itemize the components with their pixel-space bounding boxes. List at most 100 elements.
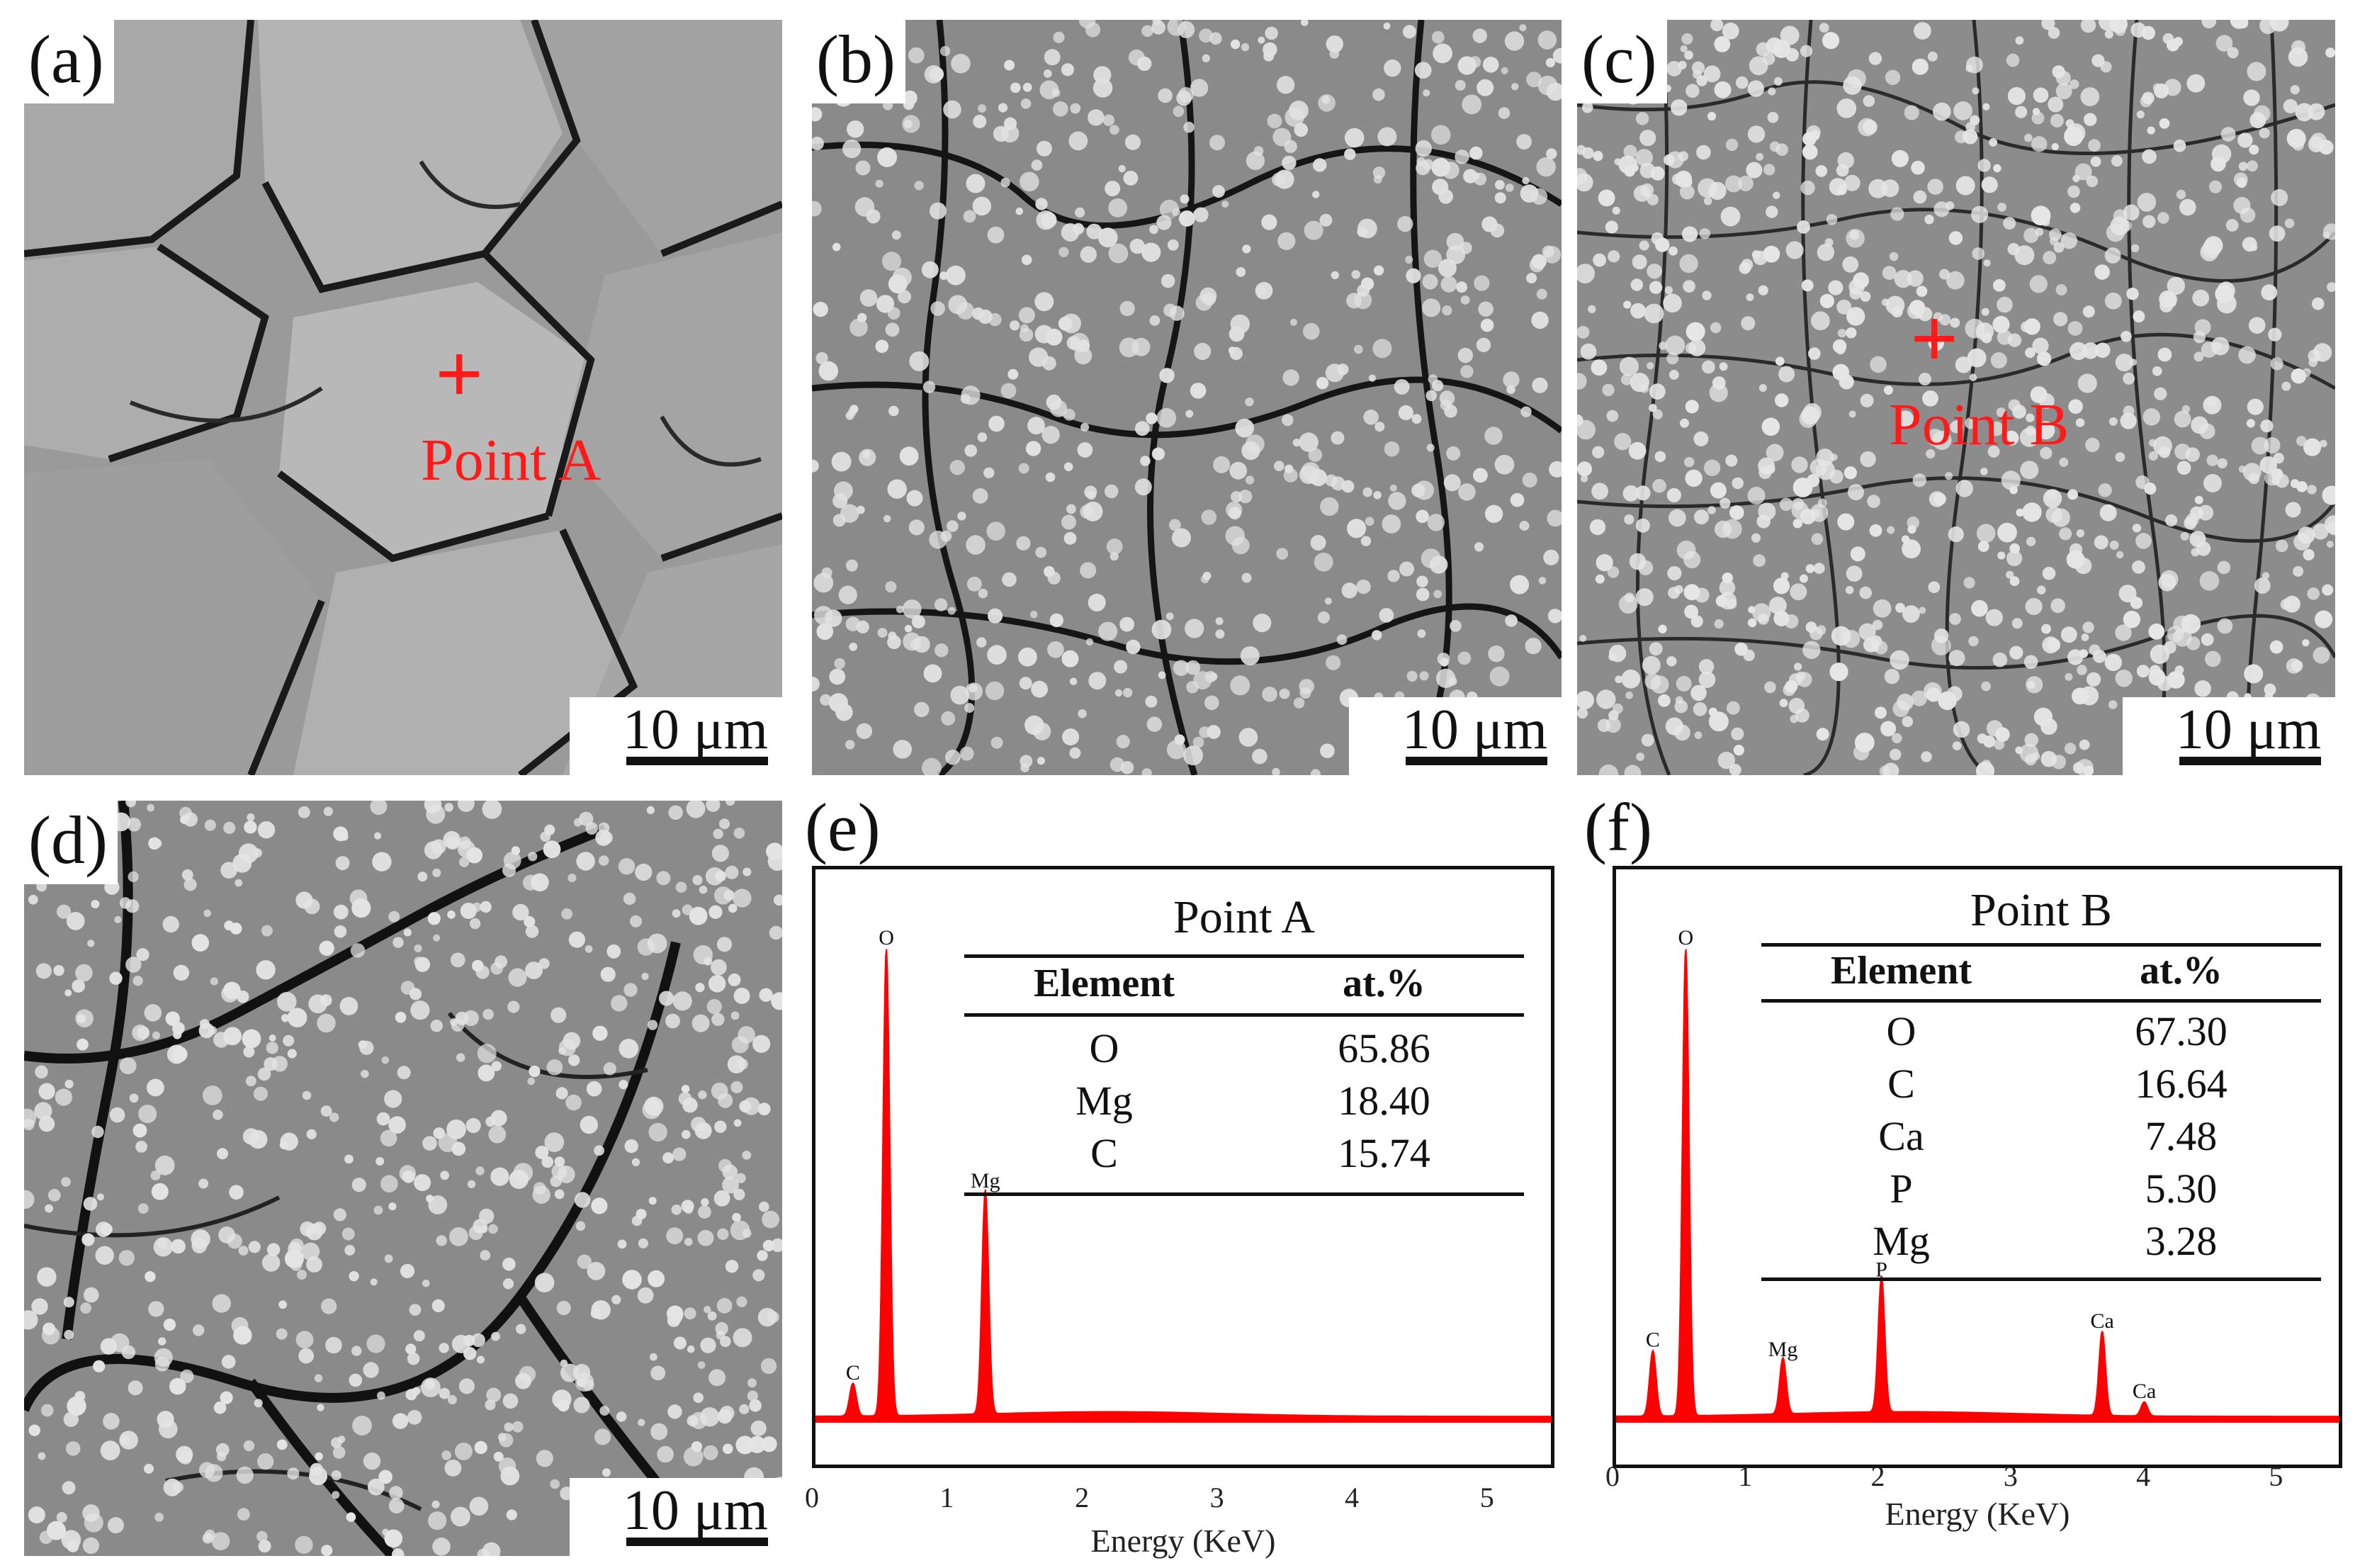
table-title: Point B	[1970, 884, 2112, 936]
table-rule-mid	[964, 1013, 1524, 1017]
scale-text-b: 10 μm	[1401, 699, 1547, 761]
x-tick-label: 0	[805, 1482, 819, 1513]
peak-label: O	[1678, 926, 1693, 949]
cell-atpct: 7.48	[2145, 1113, 2218, 1159]
panel-label-b: (b)	[812, 20, 905, 103]
x-tick-label: 5	[2269, 1460, 2283, 1492]
peak-label: Mg	[1768, 1338, 1798, 1361]
composition-table-point-a: Point A Element at.% O 65.86 Mg 18.40 C 15.74	[964, 891, 1524, 1196]
table-row: Mg 18.40	[964, 1075, 1524, 1127]
table-rule-top	[1761, 943, 2321, 947]
table-rule-bottom	[964, 1192, 1524, 1196]
x-tick-label: 1	[1738, 1460, 1753, 1492]
panel-label-f: (f)	[1584, 789, 1652, 865]
scale-line-b	[1406, 757, 1547, 765]
cell-atpct: 65.86	[1338, 1025, 1430, 1071]
x-tick-label: 5	[1479, 1482, 1494, 1513]
peak-label: Mg	[971, 1169, 1000, 1192]
x-tick-label: 0	[1605, 1460, 1620, 1492]
x-tick-label: 2	[1870, 1460, 1885, 1492]
cell-element: C	[1887, 1061, 1915, 1107]
scale-line-c	[2179, 757, 2321, 765]
cell-atpct: 16.64	[2135, 1061, 2228, 1107]
peak-label: Ca	[2091, 1309, 2114, 1333]
sem-image-a	[24, 20, 782, 775]
table-row: C 15.74	[964, 1127, 1524, 1180]
table-header-row: Element at.%	[1761, 947, 2321, 999]
peak-label: C	[1646, 1329, 1660, 1352]
x-tick-label: 3	[2003, 1460, 2018, 1492]
cell-atpct: 18.40	[1338, 1078, 1430, 1124]
table-rule-bottom	[1761, 1277, 2321, 1281]
scale-line-d	[626, 1538, 768, 1546]
table-body: O 67.30 C 16.64 Ca 7.48 P 5.30 Mg 3.28	[1761, 1005, 2321, 1268]
table-row: O 67.30	[1761, 1005, 2321, 1058]
cell-element: Ca	[1878, 1113, 1924, 1159]
x-axis-title-e: Energy (KeV)	[1090, 1523, 1276, 1559]
scale-bar-a: 10 μm	[570, 697, 782, 775]
spectrum-series	[1616, 949, 2339, 1423]
cell-atpct: 5.30	[2145, 1166, 2218, 1212]
scale-text-c: 10 μm	[2175, 699, 2321, 761]
panel-label-d: (d)	[24, 801, 118, 884]
x-tick-label: 4	[1345, 1482, 1360, 1513]
x-tick-label: 2	[1075, 1482, 1090, 1513]
point-a-label: Point A	[421, 427, 602, 493]
peak-label: P	[1875, 1258, 1887, 1282]
table-header-row: Element at.%	[964, 958, 1524, 1013]
header-element: Element	[1033, 961, 1175, 1005]
table-row: O 65.86	[964, 1022, 1524, 1075]
sem-image-b	[812, 20, 1562, 775]
sem-image-d	[24, 801, 782, 1556]
spectrum-series	[815, 949, 1552, 1423]
peak-label: C	[846, 1361, 860, 1384]
header-atpct: at.%	[1343, 961, 1425, 1005]
cell-element: O	[1886, 1008, 1916, 1054]
panel-label-c: (c)	[1577, 20, 1667, 103]
eds-spectrum-point-b: C O Mg P Ca Ca Point B Element at.% O 67.30 C 16…	[1613, 866, 2342, 1468]
crosshair-icon: +	[1910, 291, 1959, 385]
scale-bar-c: 10 μm	[2123, 697, 2335, 775]
table-body: O 65.86 Mg 18.40 C 15.74	[964, 1022, 1524, 1180]
header-atpct: at.%	[2140, 949, 2223, 993]
table-rule-top	[964, 954, 1524, 958]
scale-text-a: 10 μm	[622, 699, 768, 761]
peak-label: Ca	[2133, 1380, 2156, 1403]
cell-atpct: 15.74	[1338, 1130, 1430, 1176]
crosshair-icon: +	[435, 327, 484, 421]
panel-label-a: (a)	[24, 20, 114, 103]
scale-text-d: 10 μm	[622, 1479, 768, 1542]
point-b-label: Point B	[1889, 392, 2070, 458]
table-row: Ca 7.48	[1761, 1110, 2321, 1163]
x-axis-title-f: Energy (KeV)	[1885, 1496, 2070, 1532]
cell-atpct: 67.30	[2135, 1008, 2228, 1054]
x-tick-label: 4	[2136, 1460, 2151, 1492]
cell-element: O	[1089, 1025, 1119, 1071]
panel-label-e: (e)	[805, 789, 881, 865]
peak-label: O	[879, 926, 894, 949]
eds-chart-point-a: C O Mg	[815, 926, 1552, 1423]
table-row: C 16.64	[1761, 1058, 2321, 1110]
cell-element: Mg	[1075, 1078, 1133, 1124]
scale-bar-b: 10 μm	[1349, 697, 1562, 775]
cell-atpct: 3.28	[2145, 1218, 2218, 1264]
cell-element: C	[1090, 1130, 1118, 1176]
sem-panel-d: (d) 10 μm	[24, 801, 782, 1556]
sem-panel-b: (b) 10 μm	[812, 20, 1562, 775]
scale-line-a	[626, 757, 768, 765]
x-tick-label: 1	[939, 1482, 954, 1513]
cell-element: Mg	[1873, 1218, 1930, 1264]
x-tick-label: 3	[1209, 1482, 1224, 1513]
eds-spectrum-point-a: C O Mg Point A Element at.% O 65.86 Mg 18.40 C…	[812, 866, 1554, 1468]
table-row: P 5.30	[1761, 1163, 2321, 1215]
header-element: Element	[1830, 949, 1972, 993]
scale-bar-d: 10 μm	[570, 1478, 782, 1556]
cell-element: P	[1890, 1166, 1913, 1212]
sem-panel-a: (a) + Point A 10 μm	[24, 20, 782, 775]
table-title: Point A	[1173, 891, 1315, 943]
composition-table-point-b: Point B Element at.% O 67.30 C 16.64 Ca 7.48 P…	[1761, 884, 2321, 1281]
table-row: Mg 3.28	[1761, 1215, 2321, 1268]
sem-panel-c: (c) + Point B 10 μm	[1577, 20, 2335, 775]
table-rule-mid	[1761, 999, 2321, 1003]
